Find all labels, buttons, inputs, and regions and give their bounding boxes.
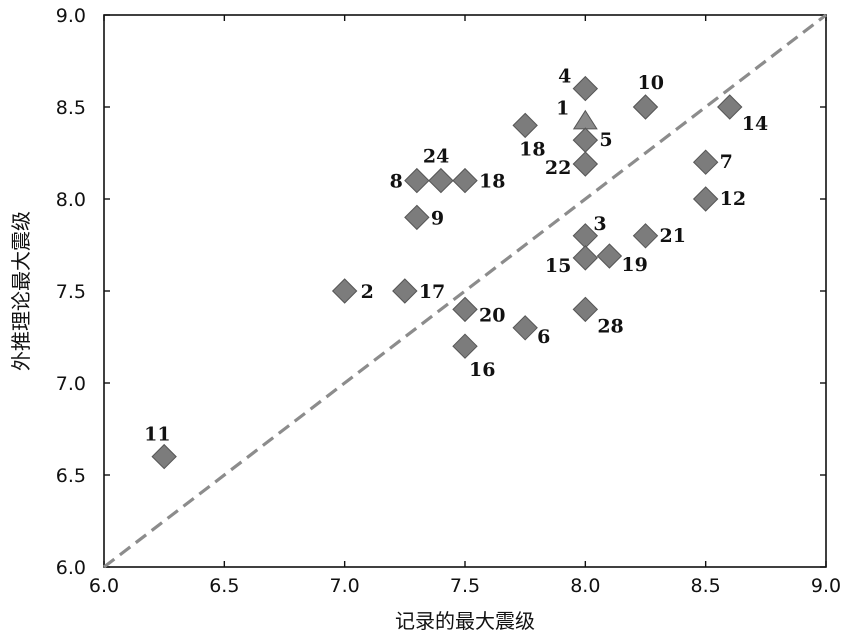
x-tick-label: 7.5 [450, 575, 480, 597]
diamond-marker [428, 167, 454, 194]
point-label: 7 [720, 151, 733, 173]
diamond-marker [404, 167, 430, 194]
diamond-marker [452, 333, 478, 359]
x-tick-label: 9.0 [811, 575, 841, 597]
y-tick-label: 6.0 [56, 557, 86, 579]
x-tick-labels: 6.0 6.5 7.0 7.5 8.0 8.5 9.0 [89, 575, 841, 597]
triangle-marker [572, 109, 598, 130]
diamond-marker [596, 243, 623, 269]
point-label: 21 [660, 225, 686, 247]
point-label: 19 [621, 254, 647, 276]
x-tick-label: 8.0 [570, 575, 600, 597]
diamond-marker [572, 245, 599, 271]
point-label: 24 [423, 146, 449, 168]
y-tick-label: 8.5 [56, 97, 86, 119]
point-label: 3 [593, 213, 606, 235]
diamond-marker [151, 443, 177, 470]
y-tick-labels: 6.0 6.5 7.0 7.5 8.0 8.5 9.0 [56, 5, 86, 579]
y-tick-label: 7.5 [56, 281, 86, 303]
diamond-marker [452, 167, 478, 194]
point-label: 12 [720, 188, 746, 210]
diamond-marker [404, 204, 430, 231]
diamond-marker [692, 149, 719, 175]
axis-ticks [103, 14, 827, 568]
point-label: 10 [638, 72, 664, 94]
point-label: 8 [390, 171, 403, 193]
x-axis-label: 记录的最大震级 [395, 609, 535, 633]
x-tick-label: 6.0 [89, 575, 119, 597]
diamond-marker [632, 223, 659, 249]
diamond-marker [717, 94, 743, 120]
x-tick-label: 7.0 [330, 575, 360, 597]
y-tick-label: 7.0 [56, 373, 86, 395]
diamond-marker [572, 151, 599, 177]
diamond-marker [572, 127, 599, 153]
y-tick-label: 8.0 [56, 189, 86, 211]
point-label: 1 [556, 98, 569, 120]
point-label: 9 [431, 207, 444, 229]
point-label: 5 [599, 129, 612, 151]
data-markers [151, 75, 743, 470]
y-axis-label: 外推理论最大震级 [9, 211, 33, 371]
diamond-marker [632, 94, 659, 120]
x-tick-label: 6.5 [209, 575, 239, 597]
diamond-marker [392, 278, 418, 304]
point-label: 18 [479, 171, 505, 193]
x-tick-label: 8.5 [691, 575, 721, 597]
point-label: 28 [597, 315, 623, 337]
point-label: 22 [545, 157, 571, 179]
diamond-marker [572, 75, 599, 102]
point-label: 6 [537, 326, 550, 348]
y-tick-label: 6.5 [56, 465, 86, 487]
diamond-marker [452, 296, 478, 323]
diamond-marker [331, 278, 358, 304]
point-label: 4 [558, 66, 571, 88]
reference-line-y-equals-x [103, 13, 827, 569]
point-label: 11 [144, 424, 170, 446]
point-label: 17 [419, 281, 445, 303]
point-label: 2 [361, 281, 374, 303]
point-label: 20 [479, 304, 505, 326]
diamond-marker [512, 112, 538, 139]
y-tick-label: 9.0 [56, 5, 86, 27]
point-label: 16 [469, 359, 495, 381]
diamond-marker [572, 296, 599, 323]
point-label: 14 [742, 113, 768, 135]
diamond-marker [512, 315, 538, 341]
point-label: 18 [519, 138, 545, 160]
diamond-marker [692, 186, 719, 212]
point-label: 15 [545, 255, 571, 277]
